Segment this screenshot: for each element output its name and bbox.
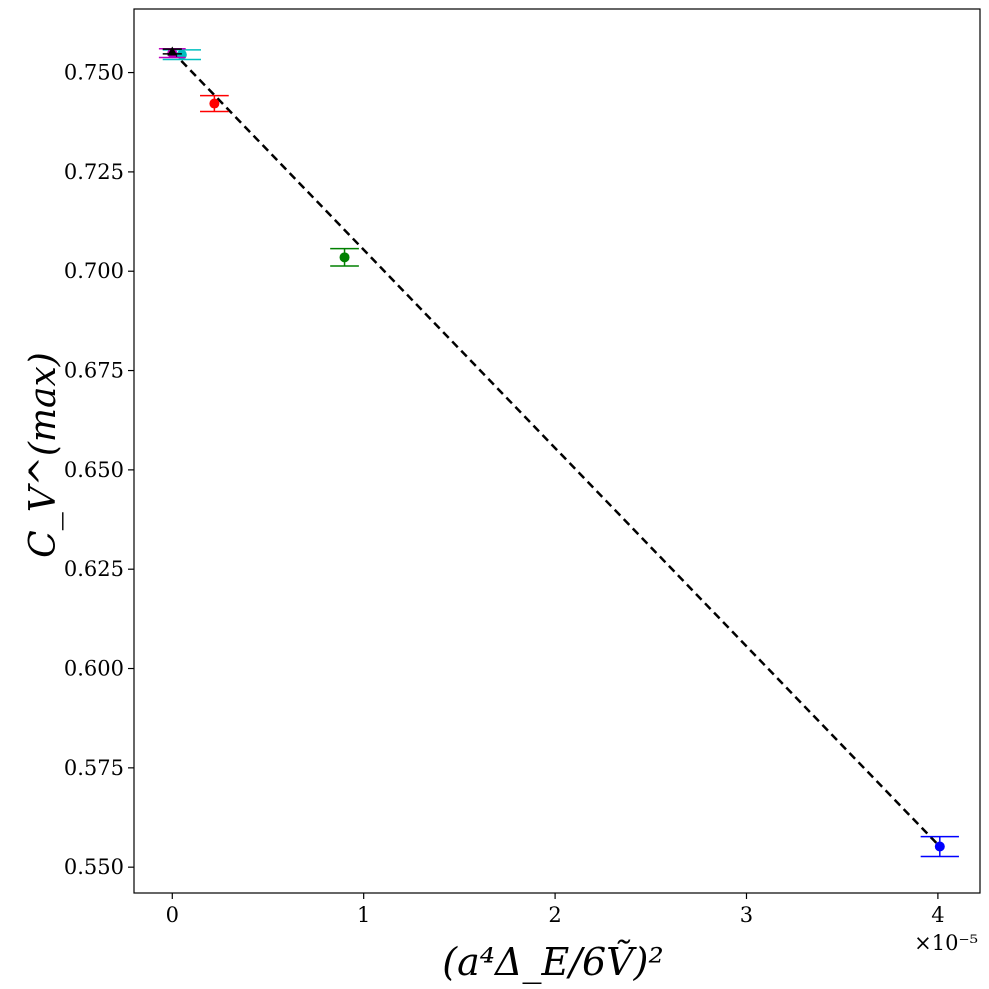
plot-frame: [133, 8, 981, 894]
x-axis-title: (a⁴Δ_E/6Ṽ)²: [442, 940, 663, 985]
y-axis: 0.550 0.575 0.600 0.625 0.650 0.675 0.700 0.725…: [64, 61, 134, 879]
y-tick-label: 0.650: [64, 458, 124, 482]
y-tick-label: 0.625: [64, 557, 124, 581]
y-tick-label: 0.725: [64, 160, 124, 184]
fit-line: [171, 50, 941, 848]
x-axis-multiplier: ×10⁻⁵: [914, 931, 978, 955]
y-tick-label: 0.550: [64, 855, 124, 879]
y-tick-label: 0.600: [64, 657, 124, 681]
point-marker: [339, 252, 350, 263]
data-point: [920, 835, 959, 858]
point-marker: [209, 98, 220, 109]
y-tick-label: 0.700: [64, 259, 124, 283]
plot-area: [133, 8, 981, 894]
x-tick-label: 3: [740, 903, 753, 927]
y-tick-label: 0.575: [64, 756, 124, 780]
x-tick-label: 0: [166, 903, 179, 927]
point-marker: [167, 46, 178, 56]
x-tick-label: 2: [548, 903, 561, 927]
x-tick-label: 4: [931, 903, 944, 927]
data-point: [330, 247, 359, 267]
x-tick-label: 1: [357, 903, 370, 927]
point-marker: [934, 841, 945, 852]
data-point: [200, 94, 229, 113]
y-tick-label: 0.675: [64, 359, 124, 383]
x-axis: 0 1 2 3 4: [166, 893, 945, 927]
data-point: [162, 46, 182, 56]
y-axis-title: C_V^(max): [23, 352, 64, 558]
y-tick-label: 0.750: [64, 61, 124, 85]
